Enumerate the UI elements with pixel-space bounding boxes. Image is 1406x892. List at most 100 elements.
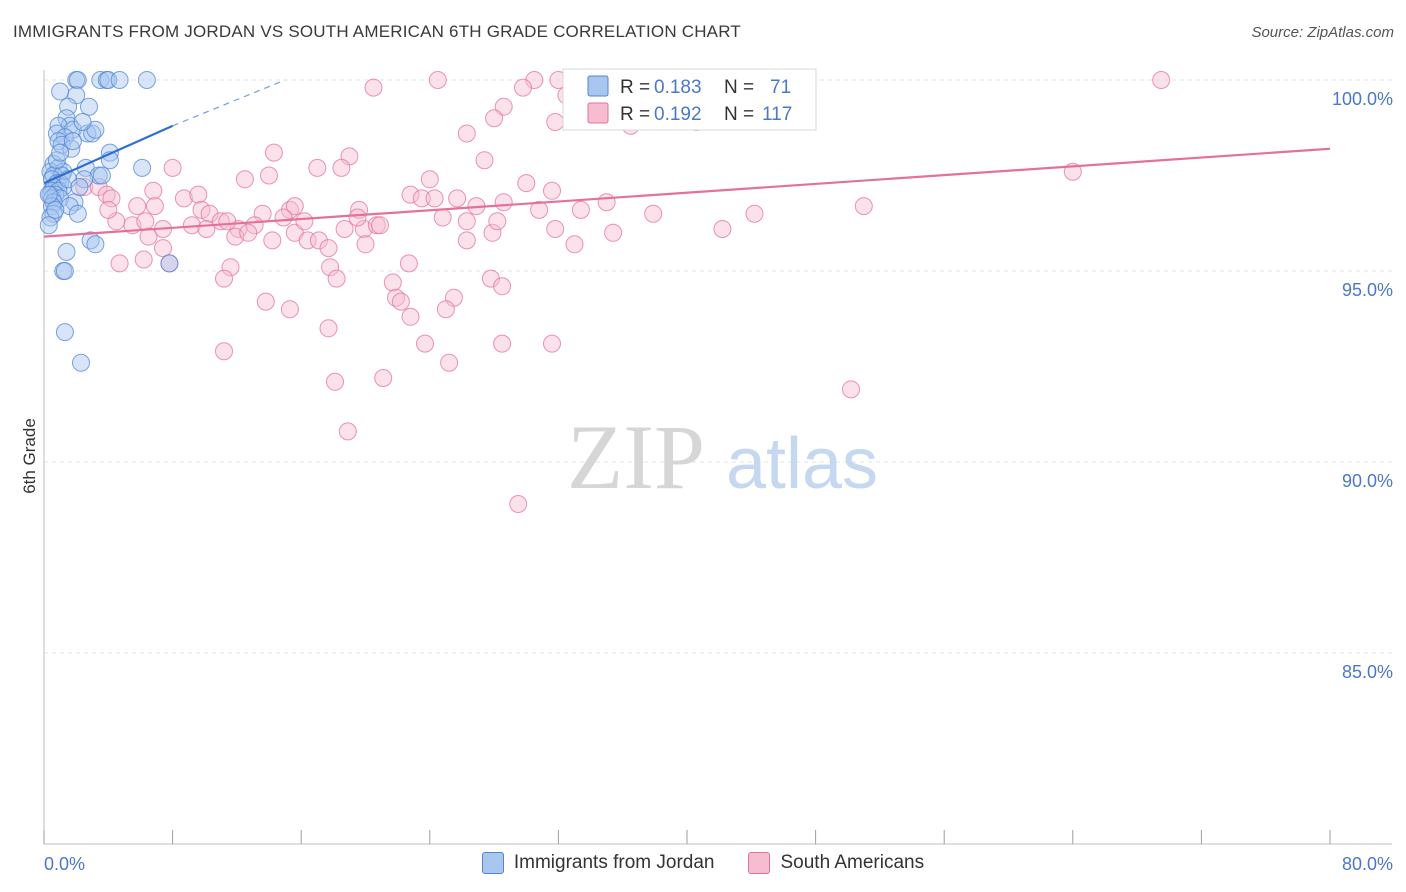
data-point	[597, 193, 616, 212]
data-point	[70, 178, 89, 196]
data-point	[604, 223, 623, 242]
data-point	[59, 97, 78, 116]
data-point	[68, 71, 87, 89]
series-jordan	[39, 71, 179, 372]
data-point	[174, 189, 193, 208]
y-tick-label-85: 85.0%	[1342, 662, 1393, 682]
y-tick-label-95: 95.0%	[1342, 280, 1393, 300]
legend-r-label-south-americans: R =	[620, 104, 650, 125]
data-point	[401, 185, 420, 204]
data-point	[239, 223, 258, 242]
data-point	[110, 71, 129, 89]
data-point	[218, 212, 237, 231]
data-point	[371, 216, 389, 235]
data-point	[57, 242, 76, 261]
data-point	[412, 189, 431, 208]
data-point	[145, 197, 164, 216]
data-point	[530, 200, 549, 219]
data-point	[494, 97, 513, 116]
data-point	[401, 307, 420, 326]
data-point	[475, 151, 494, 170]
bottom-legend-label-south-americans: South Americans	[780, 852, 925, 873]
data-point	[49, 116, 68, 135]
data-point	[440, 353, 459, 372]
data-point	[356, 235, 375, 254]
data-point	[110, 254, 129, 273]
data-point	[144, 181, 163, 200]
axes	[43, 70, 1392, 845]
legend-swatch-jordan	[587, 75, 609, 97]
trend-line-south-americans	[43, 147, 1331, 238]
data-point	[139, 227, 158, 246]
legend-swatch-south-americans	[587, 102, 609, 124]
data-point	[68, 204, 87, 223]
data-point	[263, 231, 282, 250]
data-point	[546, 113, 565, 131]
data-point	[55, 262, 74, 280]
data-point	[215, 269, 233, 288]
data-point	[493, 334, 512, 353]
data-point	[308, 158, 327, 177]
trend-layer	[43, 79, 1331, 238]
bottom-legend-swatch-jordan	[481, 852, 504, 874]
data-point	[416, 334, 434, 353]
data-point	[319, 319, 338, 338]
data-point	[391, 292, 410, 311]
data-point	[99, 200, 118, 219]
tick-labels: 100.0% 95.0% 90.0% 85.0% 0.0% 80.0%	[44, 89, 1393, 874]
data-point	[326, 372, 344, 391]
chart-title: IMMIGRANTS FROM JORDAN VS SOUTH AMERICAN…	[13, 22, 741, 41]
data-point	[399, 254, 418, 273]
data-point	[543, 334, 561, 353]
data-point	[1152, 71, 1171, 89]
data-point	[235, 170, 254, 189]
data-point	[51, 82, 70, 101]
data-point	[137, 71, 156, 89]
data-point	[55, 323, 74, 342]
data-point	[428, 71, 447, 89]
data-point	[128, 197, 147, 216]
legend-n-value-jordan: 71	[770, 77, 791, 98]
data-point	[133, 158, 152, 177]
trend-line-jordan	[43, 124, 174, 185]
data-point	[86, 235, 105, 254]
y-tick-label-100: 100.0%	[1332, 89, 1393, 109]
data-point	[39, 185, 58, 204]
data-point	[274, 208, 293, 227]
data-point	[73, 113, 92, 131]
legend-n-label-jordan: N =	[724, 77, 754, 98]
data-point	[436, 300, 455, 319]
data-point	[264, 143, 283, 162]
data-point	[215, 342, 233, 361]
data-point	[319, 239, 338, 258]
data-point	[136, 212, 155, 231]
data-point	[493, 277, 512, 296]
bottom-legend-item-south-americans[interactable]: South Americans	[748, 852, 924, 874]
data-point	[327, 269, 346, 288]
data-point	[189, 185, 208, 204]
data-point	[433, 208, 452, 227]
watermark-zip: ZIP	[567, 406, 705, 508]
legend-r-value-jordan: 0.183	[654, 77, 702, 98]
data-point	[420, 170, 439, 189]
legend-r-label-jordan: R =	[620, 77, 650, 98]
legend-box: R = 0.183 N = 71 R = 0.192 N = 117	[562, 68, 817, 131]
series-layer	[39, 71, 1171, 513]
data-point	[383, 273, 402, 292]
x-tick-label-max: 80.0%	[1342, 854, 1393, 874]
legend-r-value-south-americans: 0.192	[654, 104, 702, 125]
data-point	[39, 216, 58, 235]
data-point	[543, 181, 561, 200]
data-point	[260, 166, 278, 185]
trend-line-jordan-extension	[172, 79, 286, 127]
gridlines	[44, 79, 1392, 654]
data-point	[374, 369, 393, 387]
watermark-atlas: atlas	[726, 424, 878, 504]
bottom-legend-item-jordan[interactable]: Immigrants from Jordan	[481, 852, 714, 874]
legend-n-label-south-americans: N =	[724, 104, 754, 125]
data-point	[425, 189, 444, 208]
watermark: ZIP atlas	[567, 406, 878, 508]
data-point	[92, 166, 111, 185]
data-point	[854, 197, 873, 216]
